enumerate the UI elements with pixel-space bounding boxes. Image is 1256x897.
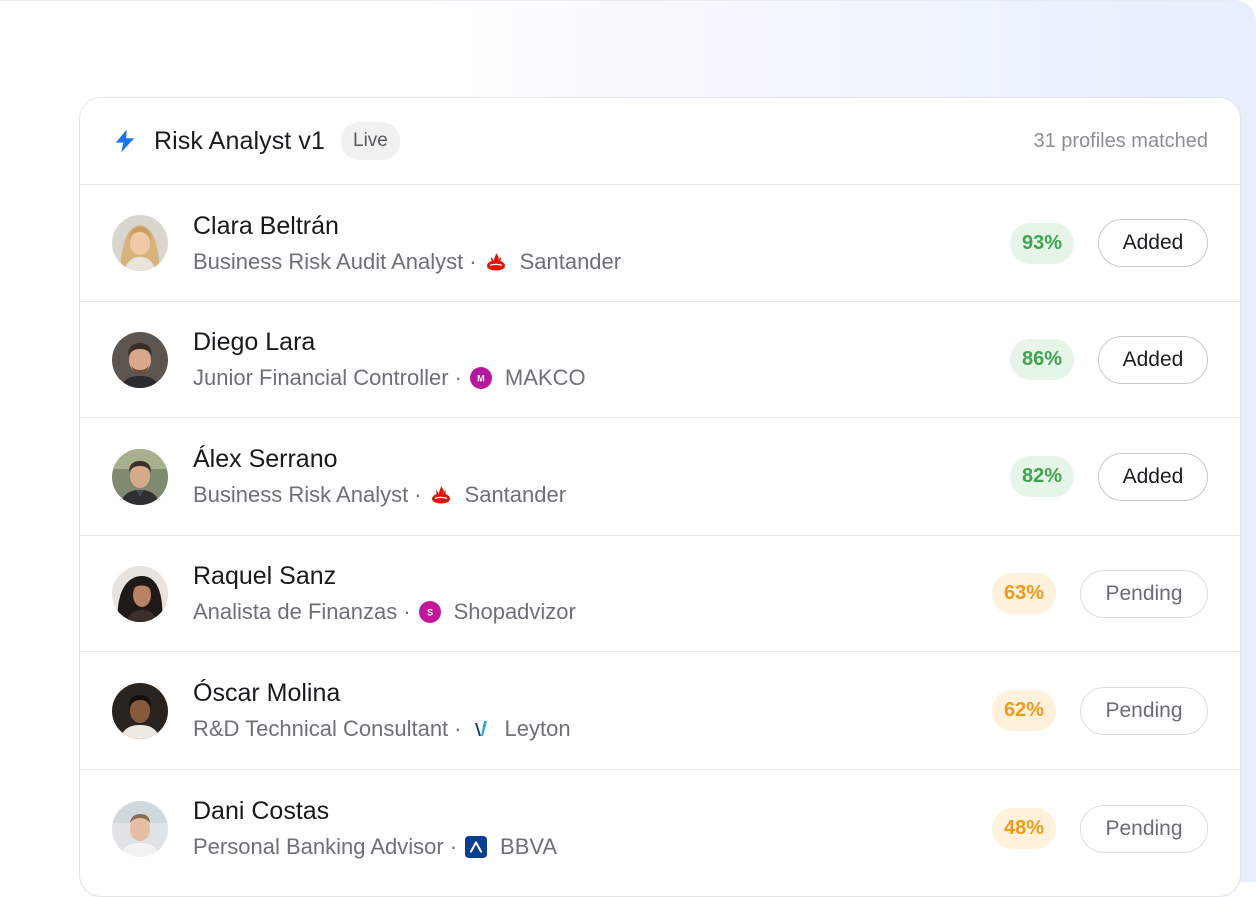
- candidate-role: Personal Banking Advisor: [193, 834, 444, 859]
- avatar[interactable]: [112, 682, 168, 739]
- candidate-name[interactable]: Álex Serrano: [193, 445, 338, 473]
- candidate-subtitle: Junior Financial Controller · M MAKCO: [193, 365, 586, 391]
- candidate-subtitle: Analista de Finanzas · S Shopadvizor: [193, 599, 576, 625]
- candidate-name[interactable]: Dani Costas: [193, 797, 330, 825]
- search-title: Risk Analyst v1: [154, 126, 326, 155]
- matches-card: Risk Analyst v1 Live 31 profiles matched…: [79, 97, 1241, 897]
- separator-dot: ·: [454, 365, 462, 390]
- match-score-badge: 86%: [1009, 339, 1074, 380]
- added-button[interactable]: Added: [1098, 219, 1208, 267]
- candidate-role: Business Risk Audit Analyst: [193, 248, 464, 274]
- shopadvizor-logo-icon: S: [418, 601, 441, 623]
- candidate-row[interactable]: Álex Serrano Business Risk Analyst · San…: [80, 418, 1240, 536]
- candidate-row[interactable]: Clara Beltrán Business Risk Audit Analys…: [80, 185, 1240, 302]
- candidate-role: Business Risk Analyst: [193, 482, 409, 507]
- makco-logo-icon: M: [469, 367, 492, 389]
- separator-dot: ·: [403, 599, 411, 624]
- card-header: Risk Analyst v1 Live 31 profiles matched: [80, 98, 1240, 185]
- company-name[interactable]: Santander: [464, 482, 567, 507]
- candidate-subtitle: R&D Technical Consultant · Leyton: [193, 716, 571, 742]
- match-score-badge: 48%: [991, 808, 1056, 849]
- candidate-role: Analista de Finanzas: [193, 599, 398, 624]
- company-name[interactable]: Santander: [519, 248, 622, 274]
- candidate-role: R&D Technical Consultant: [193, 716, 449, 741]
- company-name[interactable]: Leyton: [504, 716, 571, 741]
- avatar[interactable]: [112, 331, 168, 388]
- pending-button[interactable]: Pending: [1080, 569, 1208, 618]
- candidate-name[interactable]: Diego Lara: [193, 328, 316, 356]
- candidate-row[interactable]: Diego Lara Junior Financial Controller ·…: [80, 302, 1240, 418]
- pending-button[interactable]: Pending: [1080, 686, 1208, 735]
- santander-logo-icon: [485, 251, 507, 273]
- candidate-name[interactable]: Óscar Molina: [193, 679, 341, 707]
- separator-dot: ·: [469, 248, 477, 274]
- separator-dot: ·: [454, 716, 462, 741]
- company-name[interactable]: Shopadvizor: [453, 599, 576, 624]
- candidate-row[interactable]: Dani Costas Personal Banking Advisor · B…: [80, 770, 1240, 887]
- match-score-badge: 93%: [1009, 222, 1074, 264]
- leyton-logo-icon: [470, 718, 492, 740]
- candidate-role: Junior Financial Controller: [193, 365, 449, 390]
- match-score-badge: 63%: [991, 573, 1056, 614]
- candidate-row[interactable]: Óscar Molina R&D Technical Consultant · …: [80, 652, 1240, 770]
- match-score-badge: 82%: [1009, 456, 1074, 497]
- candidate-subtitle: Business Risk Audit Analyst · Santander: [193, 249, 621, 275]
- svg-text:S: S: [427, 608, 433, 618]
- separator-dot: ·: [414, 482, 422, 507]
- svg-text:M: M: [477, 374, 485, 384]
- pending-button[interactable]: Pending: [1080, 804, 1208, 853]
- status-badge: Live: [341, 122, 400, 160]
- matched-count: 31 profiles matched: [1033, 129, 1208, 152]
- candidate-name[interactable]: Clara Beltrán: [193, 211, 339, 240]
- avatar[interactable]: [112, 215, 168, 271]
- candidate-row[interactable]: Raquel Sanz Analista de Finanzas · S Sho…: [80, 536, 1240, 652]
- candidate-subtitle: Personal Banking Advisor · BBVA: [193, 834, 557, 860]
- avatar[interactable]: [112, 800, 168, 857]
- added-button[interactable]: Added: [1098, 452, 1208, 501]
- company-name[interactable]: BBVA: [500, 834, 558, 859]
- company-name[interactable]: MAKCO: [504, 365, 586, 390]
- avatar[interactable]: [112, 448, 168, 505]
- bbva-logo-icon: [465, 836, 488, 858]
- avatar[interactable]: [112, 565, 168, 622]
- candidate-subtitle: Business Risk Analyst · Santander: [193, 482, 566, 508]
- lightning-bolt-icon: [112, 128, 138, 154]
- separator-dot: ·: [449, 834, 458, 859]
- candidate-name[interactable]: Raquel Sanz: [193, 562, 337, 590]
- match-score-badge: 62%: [991, 690, 1056, 731]
- added-button[interactable]: Added: [1098, 335, 1208, 384]
- santander-logo-icon: [430, 484, 452, 506]
